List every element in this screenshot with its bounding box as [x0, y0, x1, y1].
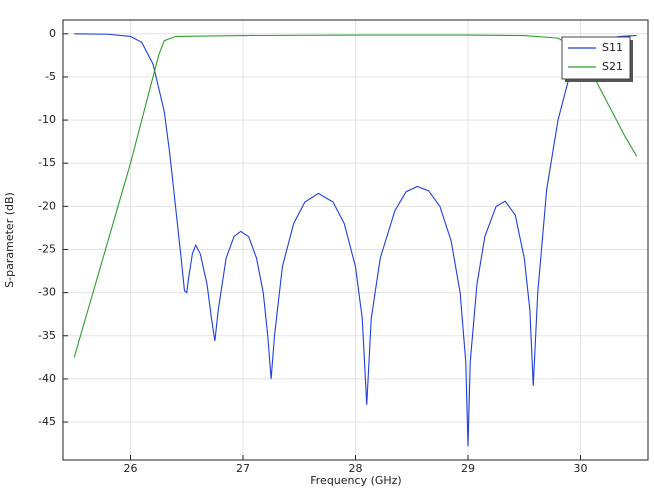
x-tick-label: 26	[124, 462, 138, 475]
y-axis-label: S-parameter (dB)	[3, 192, 16, 288]
x-axis-label: Frequency (GHz)	[310, 474, 401, 487]
y-tick-label: -25	[38, 242, 56, 255]
legend-label: S21	[602, 60, 623, 73]
y-tick-label: -45	[38, 415, 56, 428]
y-tick-label: -30	[38, 286, 56, 299]
x-tick-label: 29	[461, 462, 475, 475]
plot-frame	[62, 19, 649, 461]
y-tick-label: -20	[38, 199, 56, 212]
legend-box	[561, 36, 631, 80]
x-tick-label: 28	[349, 462, 363, 475]
y-tick-label: -35	[38, 329, 56, 342]
x-tick-label: 30	[574, 462, 588, 475]
y-tick-label: -10	[38, 113, 56, 126]
y-tick-label: -40	[38, 372, 56, 385]
y-tick-label: -5	[45, 70, 56, 83]
legend-label: S11	[602, 41, 623, 54]
y-tick-label: -15	[38, 156, 56, 169]
x-tick-label: 27	[236, 462, 250, 475]
series-line	[74, 33, 637, 447]
y-tick-label: 0	[49, 27, 56, 40]
